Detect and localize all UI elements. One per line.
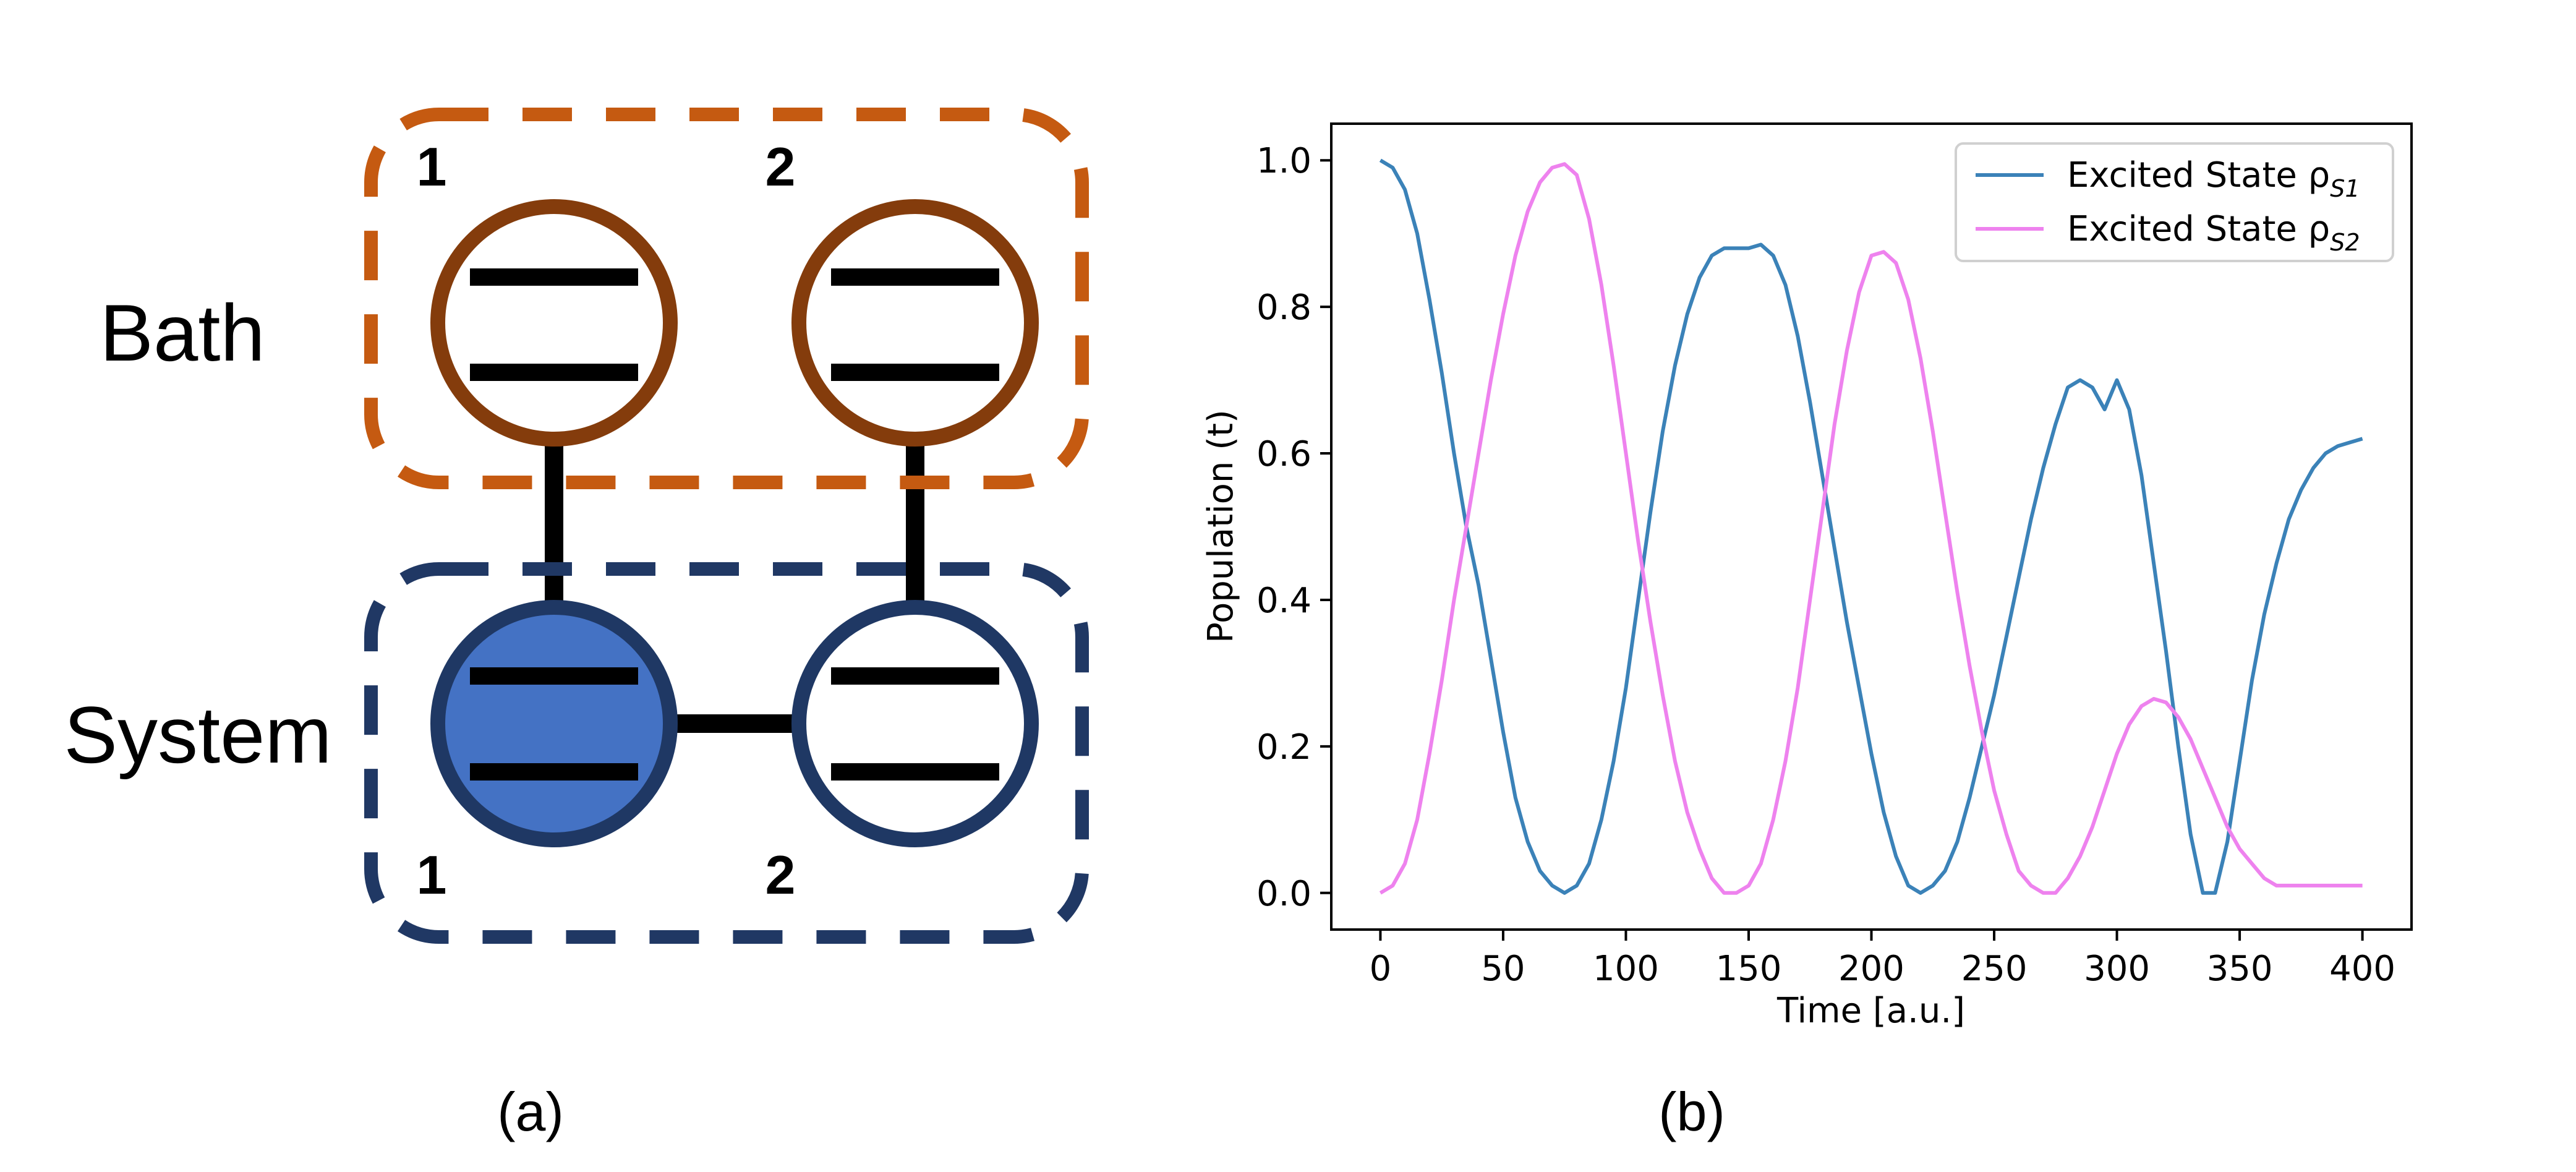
bath-site-2-label: 2 bbox=[766, 136, 796, 197]
series-layer bbox=[1379, 158, 2363, 895]
y-tick-label: 0.8 bbox=[1256, 288, 1311, 328]
legend-entry-s2-sub: S2 bbox=[2330, 229, 2360, 256]
bath-site-1-label: 1 bbox=[417, 136, 447, 197]
legend-entry-s1-name: Excited State ρ bbox=[2067, 155, 2330, 195]
legend-entry-s2-name: Excited State ρ bbox=[2067, 209, 2330, 249]
series-line-s1 bbox=[1379, 158, 2363, 895]
y-axis-ticks: 0.0 0.2 0.4 0.6 0.8 1.0 bbox=[1256, 141, 1331, 914]
panel-a-caption: (a) bbox=[497, 1081, 564, 1142]
bath-site-1-circle bbox=[430, 199, 678, 447]
y-tick-label: 0.4 bbox=[1256, 581, 1311, 621]
system-site-2-circle bbox=[791, 600, 1039, 847]
system-site-1-label: 1 bbox=[417, 844, 447, 905]
system-label: System bbox=[64, 690, 331, 780]
y-axis-label: Population (t) bbox=[1201, 409, 1241, 643]
legend: Excited State ρS1 Excited State ρS2 bbox=[1955, 142, 2394, 262]
legend-entry-s1: Excited State ρS1 bbox=[2067, 155, 2360, 202]
x-tick-label: 150 bbox=[1716, 949, 1782, 989]
system-site-1-circle bbox=[430, 600, 678, 847]
x-tick-label: 100 bbox=[1593, 949, 1659, 989]
bath-site-2-circle bbox=[791, 199, 1039, 447]
x-axis-label: Time [a.u.] bbox=[1776, 991, 1965, 1031]
x-tick-label: 0 bbox=[1370, 949, 1392, 989]
bath-label: Bath bbox=[100, 288, 265, 378]
series-line-s2 bbox=[1379, 162, 2363, 895]
y-tick-label: 1.0 bbox=[1256, 141, 1311, 181]
system-site-2-label: 2 bbox=[766, 844, 796, 905]
system-box bbox=[364, 562, 1089, 944]
x-axis-ticks: 0 50 100 150 200 250 300 350 400 bbox=[1370, 930, 2395, 989]
panel-b-chart: 0 50 100 150 200 250 300 350 400 0.0 0.2 0.4 0.6 0.8… bbox=[1201, 122, 2413, 1142]
x-tick-label: 50 bbox=[1481, 949, 1525, 989]
y-tick-label: 0.6 bbox=[1256, 434, 1311, 474]
legend-entry-s1-sub: S1 bbox=[2330, 175, 2360, 202]
panel-a-diagram: 1 2 1 2 Bath System (a) bbox=[64, 108, 1089, 1142]
x-tick-label: 400 bbox=[2329, 949, 2395, 989]
x-tick-label: 350 bbox=[2207, 949, 2273, 989]
bath-box bbox=[364, 108, 1089, 489]
legend-entry-s2: Excited State ρS2 bbox=[2067, 209, 2360, 256]
legend-frame bbox=[1955, 142, 2394, 262]
y-tick-label: 0.0 bbox=[1256, 874, 1311, 914]
x-tick-label: 250 bbox=[1961, 949, 2028, 989]
x-tick-label: 300 bbox=[2084, 949, 2150, 989]
x-tick-label: 200 bbox=[1838, 949, 1904, 989]
panel-b-caption: (b) bbox=[1658, 1081, 1725, 1142]
y-tick-label: 0.2 bbox=[1256, 727, 1311, 768]
